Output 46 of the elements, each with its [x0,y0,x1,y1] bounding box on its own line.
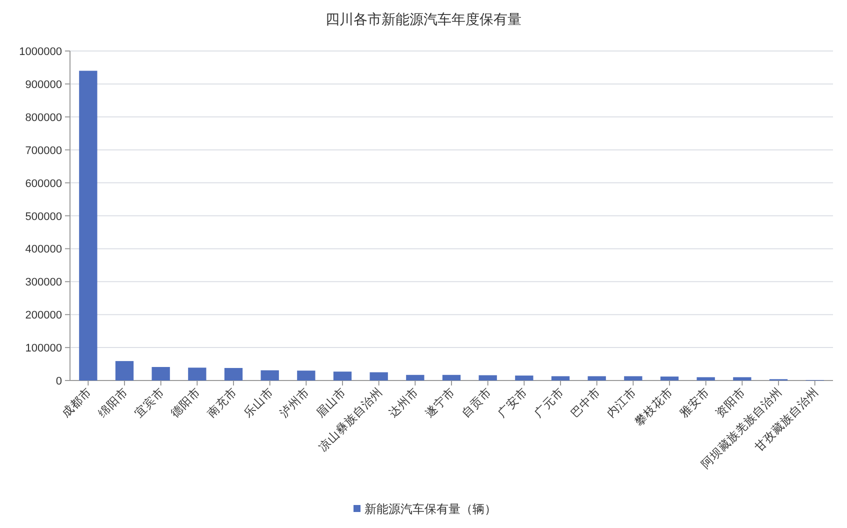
bar [442,374,461,380]
bar [297,370,316,380]
x-tick-label: 绵阳市 [95,384,131,420]
x-tick-label: 南充市 [204,384,240,420]
y-tick-label: 700000 [25,144,62,157]
y-tick-label: 400000 [25,244,62,256]
bar [79,70,98,380]
legend-label: 新能源汽车保有量（辆） [364,502,496,516]
bar [260,370,279,380]
x-tick-label: 广元市 [531,384,567,420]
bar [660,376,679,380]
x-tick-label: 遂宁市 [422,384,458,420]
bar [333,372,352,380]
y-tick-label: 1000000 [19,46,62,58]
x-tick-label: 德阳市 [168,384,204,420]
bar [624,376,642,380]
bar [406,374,424,380]
bar [588,376,606,380]
y-tick-label: 800000 [25,112,62,124]
y-tick-label: 900000 [25,78,62,91]
y-tick-label: 100000 [25,342,62,355]
y-tick-label: 200000 [25,310,62,322]
bar [696,377,715,380]
bar [733,377,752,380]
bar [115,361,134,380]
bar [478,375,497,380]
y-tick-label: 600000 [25,178,62,190]
bar [370,372,388,380]
y-tick-label: 300000 [25,276,62,289]
x-tick-label: 广安市 [494,384,530,420]
x-tick-label: 乐山市 [240,384,276,420]
x-tick-label: 自贡市 [458,384,494,420]
y-tick-label: 0 [56,376,62,388]
x-tick-label: 巴中市 [568,384,603,420]
x-tick-label: 成都市 [58,384,94,420]
x-tick-label: 宜宾市 [132,384,167,420]
bar [551,376,570,380]
chart-title: 四川各市新能源汽车年度保有量 [326,11,522,27]
bar [152,366,170,380]
y-tick-label: 500000 [25,210,62,223]
bar [224,368,243,380]
bar [515,376,534,380]
bar [188,368,206,380]
x-tick-label: 达州市 [386,384,422,420]
x-tick-label: 雅安市 [676,384,712,420]
x-tick-label: 泸州市 [276,384,312,420]
